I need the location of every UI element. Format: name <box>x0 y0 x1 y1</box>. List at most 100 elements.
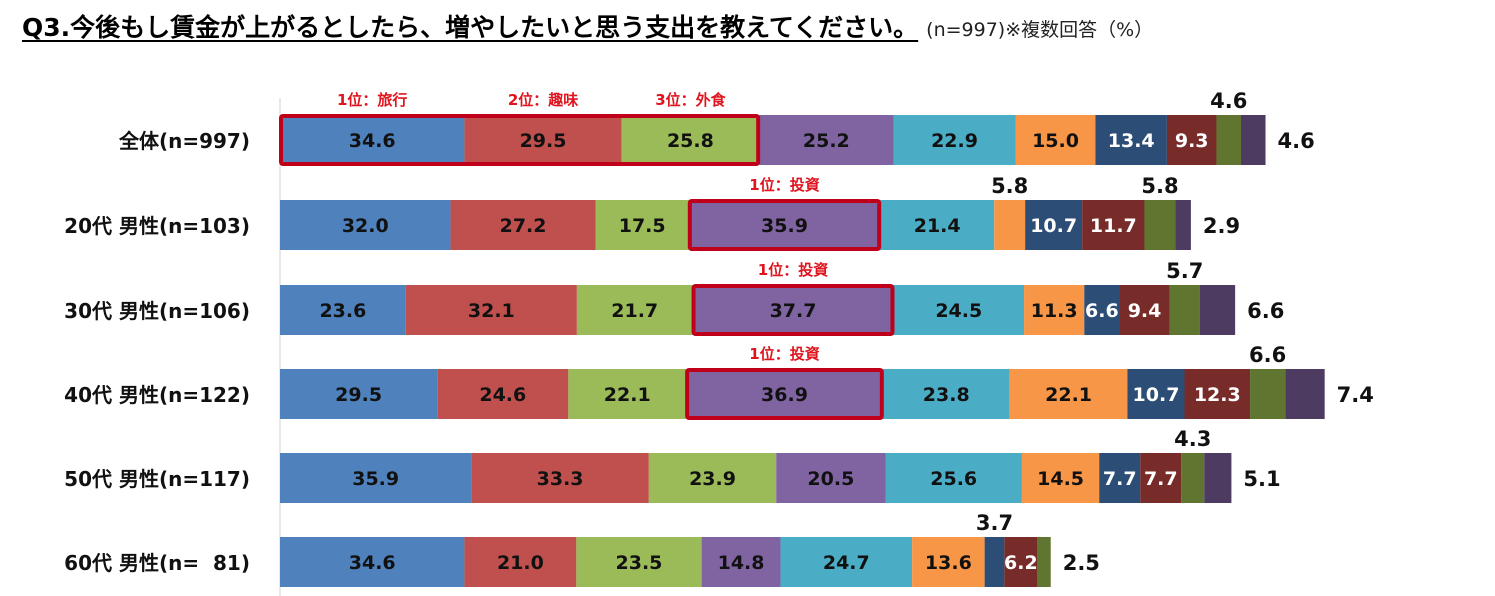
bar-segment <box>280 115 465 165</box>
bar-segment <box>1037 537 1051 587</box>
rank-annotations: 1位：旅行 2位：趣味 3位：外食 1位：投資 1位：投資 1位：投資 <box>337 91 828 363</box>
rank-annotation: 1位：旅行 <box>337 91 407 109</box>
data-label: 14.5 <box>1037 468 1084 490</box>
data-label: 22.1 <box>1045 384 1092 406</box>
bar-segment <box>994 200 1026 250</box>
title-row: Q3.今後もし賃金が上がるとしたら、増やしたいと思う支出を教えてください。 (n=… <box>22 8 1153 44</box>
bar-segment <box>280 200 451 250</box>
data-label: 21.0 <box>497 552 544 574</box>
data-label: 35.9 <box>352 468 399 490</box>
bar-segment <box>780 537 913 587</box>
data-label: 11.7 <box>1090 215 1137 237</box>
bar-segment <box>1127 369 1185 419</box>
data-label: 33.3 <box>537 468 584 490</box>
data-label: 22.1 <box>604 384 651 406</box>
bar-segment <box>688 200 881 250</box>
bar-segment <box>1119 285 1170 335</box>
chart-title: Q3.今後もし賃金が上がるとしたら、増やしたいと思う支出を教えてください。 <box>22 13 919 42</box>
bar-segment <box>405 285 577 335</box>
bar-segment <box>568 369 687 419</box>
bar-segment <box>280 453 472 503</box>
data-label: 7.7 <box>1103 468 1137 490</box>
category-labels: 全体(n=997) 20代 男性(n=103) 30代 男性(n=106) 40代 男… <box>64 129 250 575</box>
bar-segment <box>1082 200 1145 250</box>
category-label: 全体(n=997) <box>118 129 250 153</box>
data-label: 35.9 <box>761 215 808 237</box>
data-label: 10.7 <box>1030 215 1077 237</box>
data-label: 6.2 <box>1004 552 1038 574</box>
data-label: 29.5 <box>520 130 567 152</box>
bar-segment <box>1144 200 1176 250</box>
data-label: 24.7 <box>823 552 870 574</box>
bar-segment <box>450 200 596 250</box>
bar-segment <box>464 537 577 587</box>
bar-segment <box>984 537 1005 587</box>
bar-segment <box>1095 115 1167 165</box>
data-label: 20.5 <box>807 468 854 490</box>
rank-annotation: 1位：投資 <box>758 261 828 279</box>
category-label: 30代 男性(n=106) <box>64 299 250 323</box>
bar-segment <box>1199 285 1236 335</box>
highlight-box <box>279 114 761 166</box>
bar-segment <box>1021 453 1100 503</box>
bar-segment <box>912 537 985 587</box>
data-label: 23.8 <box>923 384 970 406</box>
outside-data-label: 7.4 <box>1337 383 1374 407</box>
bar-segment <box>1181 453 1205 503</box>
data-label: 23.9 <box>689 468 736 490</box>
bar-segment <box>648 453 777 503</box>
data-label: 22.9 <box>931 130 978 152</box>
bar-segment <box>595 200 689 250</box>
data-label: 13.4 <box>1108 130 1155 152</box>
category-label: 60代 男性(n= 81) <box>64 551 250 575</box>
bar-segment <box>1240 115 1266 165</box>
value-labels: 34.6 29.5 25.8 25.2 22.9 15.0 13.4 9.332.0 27.2 1… <box>319 89 1373 575</box>
bar-segment <box>1216 115 1241 165</box>
data-label: 10.7 <box>1133 384 1180 406</box>
highlight-box <box>691 284 895 336</box>
data-label: 17.5 <box>619 215 666 237</box>
bar-segment <box>882 369 1010 419</box>
bar-segment <box>1175 200 1191 250</box>
data-label: 25.2 <box>803 130 850 152</box>
data-label: 13.6 <box>925 552 972 574</box>
bar-segment <box>885 453 1022 503</box>
bar-segments <box>280 115 1325 587</box>
outside-data-label: 5.8 <box>1141 174 1178 198</box>
rank-annotation: 3位：外食 <box>655 91 726 109</box>
highlight-box <box>685 368 884 420</box>
bar-segment <box>686 369 883 419</box>
outside-data-label: 2.5 <box>1063 551 1100 575</box>
rank-annotation: 1位：投資 <box>749 345 819 363</box>
bar-segment <box>1166 115 1217 165</box>
outside-data-label: 3.7 <box>976 511 1013 535</box>
data-label: 34.6 <box>349 552 396 574</box>
data-label: 21.7 <box>611 300 658 322</box>
chart-note: (n=997)※複数回答（%） <box>926 19 1154 41</box>
outside-data-label: 4.6 <box>1210 89 1247 113</box>
bar-segment <box>576 285 693 335</box>
bar-segment <box>776 453 886 503</box>
data-label: 25.8 <box>667 130 714 152</box>
outside-data-label: 2.9 <box>1203 214 1240 238</box>
bar-segment <box>692 285 894 335</box>
bar-segment <box>1204 453 1232 503</box>
bar-segment <box>1285 369 1325 419</box>
bar-segment <box>1004 537 1038 587</box>
data-label: 29.5 <box>335 384 382 406</box>
data-label: 36.9 <box>761 384 808 406</box>
bar-segment <box>1084 285 1120 335</box>
bar-segment <box>701 537 781 587</box>
bar-segment <box>880 200 995 250</box>
bar-segment <box>471 453 649 503</box>
bar-segment <box>1140 453 1182 503</box>
data-label: 37.7 <box>770 300 817 322</box>
data-label: 32.0 <box>342 215 389 237</box>
bar-segment <box>280 285 406 335</box>
bar-segment <box>1250 369 1286 419</box>
outside-data-label: 6.6 <box>1247 299 1284 323</box>
outside-data-label: 6.6 <box>1249 343 1286 367</box>
bar-segment <box>576 537 702 587</box>
data-label: 6.6 <box>1085 300 1119 322</box>
